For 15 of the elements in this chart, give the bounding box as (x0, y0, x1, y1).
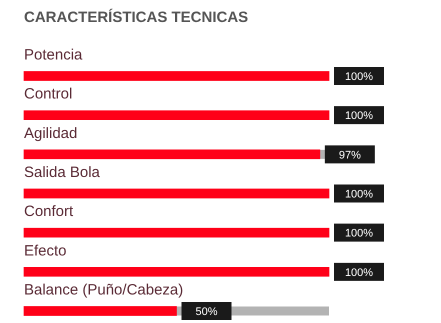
data-label: 100% (344, 266, 374, 279)
y-tick-label: Confort (24, 203, 74, 220)
data-label: 100% (344, 110, 374, 122)
y-tick-label: Control (24, 86, 72, 103)
y-tick-label: Efecto (24, 242, 67, 260)
data-label: 100% (344, 228, 374, 240)
y-tick-label: Salida Bola (24, 164, 101, 181)
chart-title: CARACTERÍSTICAS TECNICAS (24, 9, 248, 26)
data-label: 100% (344, 71, 374, 84)
data-label: 97% (338, 149, 362, 162)
y-tick-label: Potencia (24, 46, 84, 64)
data-label: 100% (344, 188, 374, 201)
y-tick-label: Agilidad (24, 124, 78, 142)
y-tick-label: Balance (Puño/Cabeza) (24, 282, 184, 298)
data-label: 50% (195, 306, 218, 318)
